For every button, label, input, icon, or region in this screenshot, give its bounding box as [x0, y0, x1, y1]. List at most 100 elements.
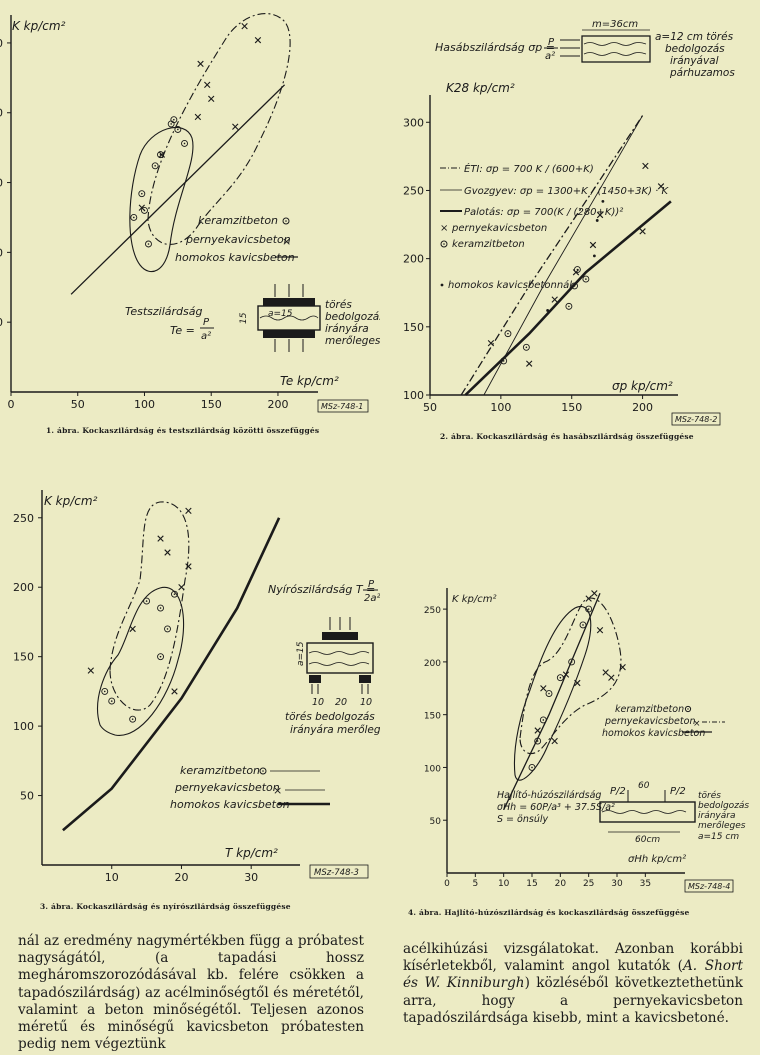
- fig1-spec-note-2: bedolgozás: [325, 311, 380, 323]
- fig1-legend-3: homokos kavicsbeton: [175, 251, 295, 264]
- fig2-series-1-point: [526, 360, 533, 367]
- fig4-series-2-point: [540, 685, 547, 692]
- fig4-x-unit: σHh kp/cm²: [628, 854, 686, 865]
- fig2-series-2-point: [582, 275, 590, 283]
- fig4-xtick-label: 15: [526, 879, 537, 889]
- fig1-ytick-label: 50: [0, 316, 3, 329]
- svg-text:a²: a²: [545, 51, 555, 62]
- svg-text:2a²: 2a²: [364, 593, 380, 604]
- svg-text:a²: a²: [201, 331, 211, 342]
- fig2-spec-length: m=36cm: [592, 19, 638, 30]
- fig4-ytick-label: 100: [424, 764, 441, 774]
- fig2-legend-5: keramzitbeton: [452, 239, 525, 250]
- fig4-envelope-keramzit: [513, 605, 592, 781]
- fig2-series-1-point: [589, 241, 597, 249]
- fig1-spec-note-1: törés: [325, 299, 352, 311]
- paragraph-right-1: acélkihúzási vizsgálatokat. Azonban korá…: [403, 941, 743, 975]
- fig2-xtick-label: 100: [490, 401, 511, 414]
- fig4-ytick-label: 200: [424, 659, 441, 669]
- svg-text:×: ×: [440, 223, 448, 234]
- fig4-xtick-label: 35: [640, 879, 651, 889]
- svg-text:Hasábszilárdság σp =: Hasábszilárdság σp =: [435, 41, 555, 54]
- body-text-left: nál az eredmény nagymértékben függ a pró…: [18, 933, 364, 1053]
- fig1-y-unit: K kp/cm²: [12, 19, 66, 33]
- fig1-x-unit: Te kp/cm²: [280, 374, 339, 388]
- svg-text:P: P: [203, 317, 210, 328]
- fig4-spec-load-2: P/2: [670, 786, 686, 797]
- fig4-ytick-label: 150: [424, 712, 441, 722]
- fig3-series-1-point: [101, 687, 109, 695]
- fig3-spec-note-1: törés bedolgozás: [285, 711, 375, 723]
- fig1-ytick-label: 150: [0, 177, 3, 190]
- fig2-legend-6: homokos kavicsbetonnál: [448, 279, 572, 291]
- fig4-xtick-label: 20: [555, 879, 567, 889]
- fig3-spec-span-3: 10: [360, 697, 372, 708]
- fig2-ytick-label: 300: [403, 116, 424, 129]
- svg-text:×: ×: [273, 784, 282, 797]
- fig4-series-2-point: [608, 674, 615, 681]
- fig1-legend: keramzitbeton pernyekavicsbeton × homoko…: [175, 214, 298, 264]
- fig2-formula: Hasábszilárdság σp = P a²: [435, 37, 558, 62]
- fig4-xtick-label: 0: [444, 879, 450, 889]
- fig3-legend-3: homokos kavicsbeton: [170, 798, 290, 811]
- svg-text:×: ×: [282, 235, 291, 248]
- fig2-series-5-line: [483, 115, 643, 396]
- fig2-ytick-label: 250: [403, 184, 424, 197]
- fig4-specimen: P/2 P/2 60 60cm törés bedolgozás irányár…: [599, 781, 749, 845]
- fig3-caption: 3. ábra. Kockaszilárdság és nyírószilárd…: [40, 902, 291, 911]
- fig3-spec-note-2: irányára merőleges: [290, 724, 380, 736]
- fig3-series-1-point: [157, 604, 164, 612]
- fig3-series-1-point: [108, 697, 116, 705]
- fig2-spec-note-3: irányával: [670, 55, 719, 67]
- fig3-series-2-point: [157, 535, 164, 542]
- fig1-xtick-label: 0: [8, 398, 15, 411]
- fig4-xtick-label: 30: [611, 879, 623, 889]
- fig4-series-1-point: [545, 690, 553, 698]
- fig3-xtick-label: 30: [244, 871, 258, 884]
- fig1-ytick-label: 250: [0, 37, 3, 50]
- fig4-formula-2: σHh = 60P/a³ + 37.5S/a²: [497, 802, 615, 813]
- fig3-series-1-point: [171, 590, 178, 598]
- fig3-series-3-line: [62, 517, 281, 832]
- fig2-specimen: m=36cm a=12 cm törés bedolgozás irányáva…: [560, 19, 735, 79]
- fig2-series-1-point: [551, 296, 558, 303]
- fig1-series-2-point: [232, 123, 239, 130]
- fig2-y-unit: K28 kp/cm²: [446, 81, 515, 95]
- fig2-series-2-point: [522, 343, 530, 351]
- fig1-legend-2: pernyekavicsbeton: [185, 233, 291, 246]
- fig2-legend-2: Gvozgyev: σp = 1300+K / (1450+3K) · K: [464, 186, 670, 197]
- fig1-series-1-point: [181, 140, 188, 147]
- fig1-series-1-point: [130, 214, 138, 221]
- body-text-right: acélkihúzási vizsgálatokat. Azonban korá…: [403, 941, 743, 1027]
- paragraph-left: nál az eredmény nagymértékben függ a pró…: [18, 933, 364, 1053]
- fig1-legend-1: keramzitbeton: [198, 214, 278, 227]
- paragraph-right-names: A. Short és W. Kinniburgh: [403, 958, 743, 992]
- fig4-xtick-label: 5: [472, 879, 478, 889]
- svg-text:P: P: [368, 579, 375, 590]
- fig2-ytick-label: 200: [403, 253, 424, 266]
- fig2-series-3-point: [601, 199, 605, 203]
- fig4-ytick-label: 50: [430, 817, 442, 827]
- fig1-envelope-keramzit: [129, 127, 194, 273]
- fig3-series-2-point: [87, 667, 94, 674]
- fig2-ytick-label: 150: [403, 321, 424, 334]
- fig1-series-1-point: [145, 240, 152, 248]
- fig4-xtick-label: 25: [583, 879, 594, 889]
- fig1-series-2-point: [208, 95, 215, 102]
- fig3-code: MSz-748-3: [314, 868, 359, 878]
- fig1-series-1-point: [170, 116, 178, 124]
- fig3-series-1-point: [157, 653, 164, 661]
- fig3-spec-span-1: 10: [312, 697, 324, 708]
- fig2-series-3-point: [595, 219, 599, 222]
- fig4-series-2-point: [574, 679, 581, 687]
- fig3-ytick-label: 150: [13, 651, 34, 664]
- fig1-xtick-label: 100: [134, 398, 155, 411]
- figure-1: 0 50 100 150 200 50 100 150 200 250 K kp/cm² Te …: [0, 13, 380, 413]
- fig1-series-1-point: [151, 162, 159, 170]
- fig4-series-2-point: [602, 669, 609, 676]
- fig2-xtick-label: 200: [632, 401, 653, 414]
- fig1-spec-side: 15: [239, 312, 249, 324]
- fig4-formula-1: Hajlító-húzószilárdság: [497, 790, 601, 801]
